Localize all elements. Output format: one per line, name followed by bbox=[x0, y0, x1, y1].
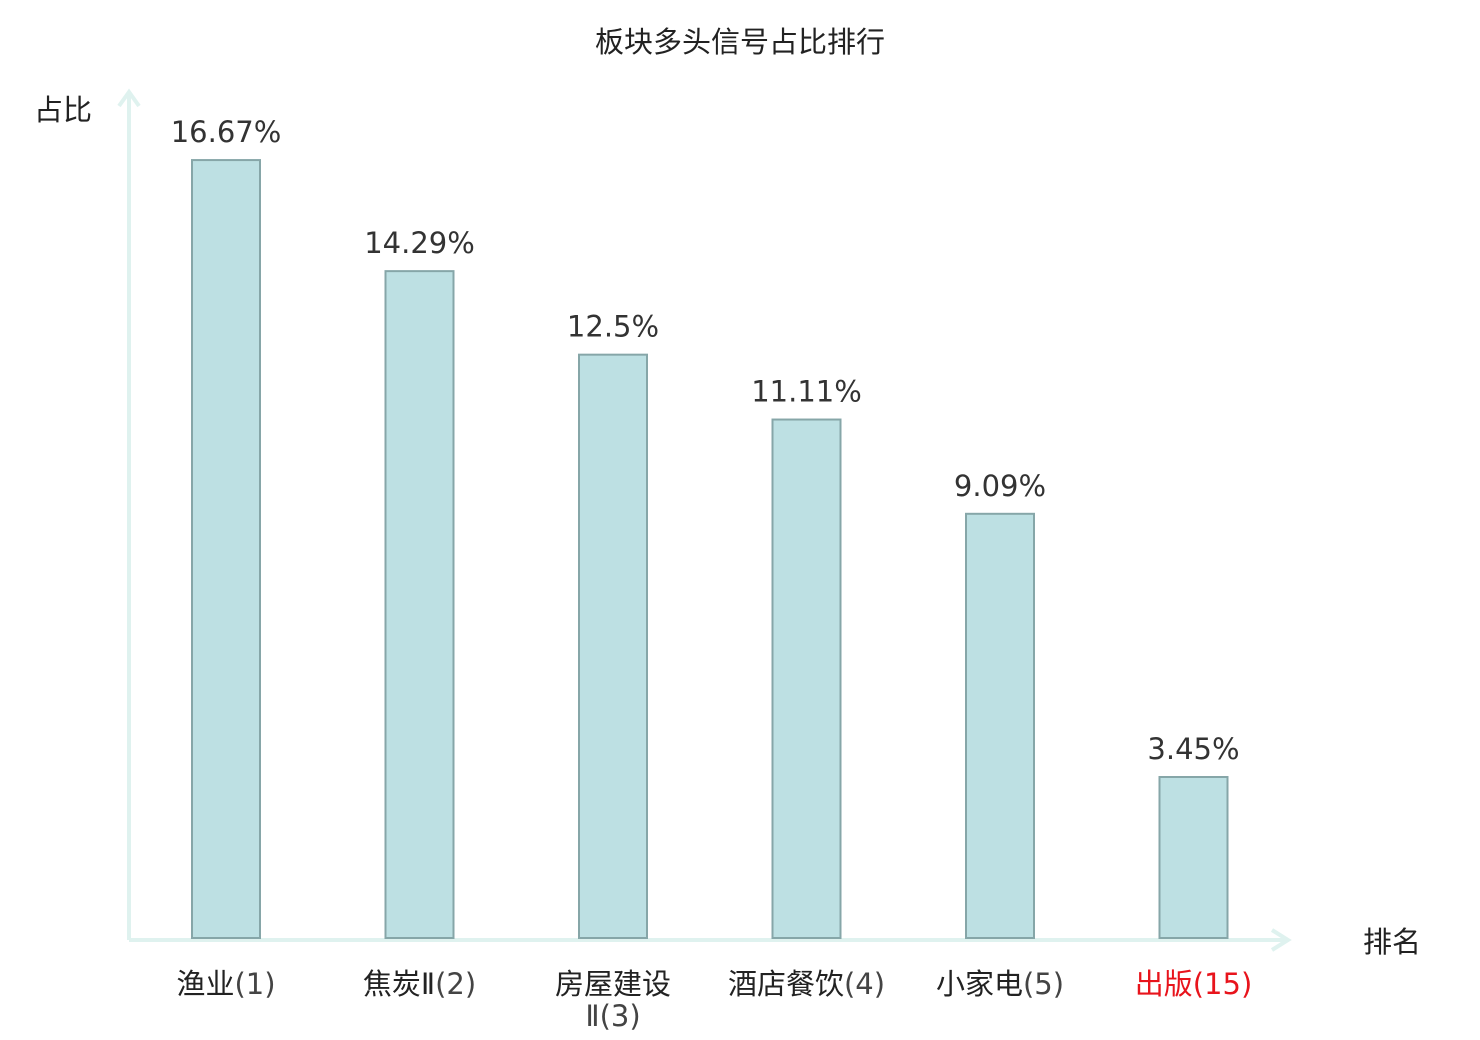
bars-group bbox=[191, 159, 1229, 940]
category-rank-6: (15) bbox=[1193, 967, 1253, 1001]
value-label-2: 14.29% bbox=[364, 226, 475, 260]
category-label-4: 酒店餐饮(4) bbox=[728, 967, 885, 1001]
bar-1 bbox=[191, 159, 261, 940]
category-rank-2: (2) bbox=[435, 967, 476, 1001]
category-rank-1: (1) bbox=[234, 967, 275, 1001]
category-label-2: 焦炭Ⅱ(2) bbox=[363, 967, 476, 1001]
bar-3 bbox=[578, 353, 648, 939]
category-label-5: 小家电(5) bbox=[936, 967, 1064, 1001]
category-name-1: 渔业 bbox=[176, 967, 234, 1001]
category-name-4: 酒店餐饮 bbox=[728, 967, 844, 1001]
category-name-3: 房屋建设 bbox=[555, 967, 671, 1001]
category-name-6: 出版 bbox=[1135, 967, 1193, 1001]
value-label-5: 9.09% bbox=[954, 469, 1046, 503]
category-label-3: 房屋建设 Ⅱ(3) bbox=[555, 967, 671, 1033]
bar-5 bbox=[965, 512, 1035, 939]
y-axis-arrow bbox=[117, 88, 141, 108]
x-axis-arrow bbox=[1270, 928, 1292, 952]
bar-6 bbox=[1158, 776, 1229, 939]
category-rank-3: Ⅱ(3) bbox=[585, 999, 640, 1033]
value-label-6: 3.45% bbox=[1147, 732, 1239, 766]
value-label-3: 12.5% bbox=[567, 310, 659, 344]
value-label-1: 16.67% bbox=[171, 115, 282, 149]
category-labels-group: 渔业(1) 焦炭Ⅱ(2) 房屋建设 Ⅱ(3) 酒店餐饮(4) 小家电(5) 出版(15) bbox=[176, 967, 1252, 1033]
chart-title: 板块多头信号占比排行 bbox=[595, 25, 885, 59]
value-label-4: 11.11% bbox=[751, 375, 862, 409]
category-name-2: 焦炭Ⅱ bbox=[363, 967, 435, 1001]
category-label-1: 渔业(1) bbox=[176, 967, 275, 1001]
x-axis-label: 排名 bbox=[1363, 925, 1421, 959]
bar-2 bbox=[384, 270, 455, 939]
y-axis-label: 占比 bbox=[34, 93, 92, 127]
category-label-6: 出版(15) bbox=[1135, 967, 1253, 1001]
bar-4 bbox=[771, 418, 842, 939]
category-rank-4: (4) bbox=[844, 967, 885, 1001]
category-name-5: 小家电 bbox=[936, 967, 1023, 1001]
value-labels-group: 16.67% 14.29% 12.5% 11.11% 9.09% 3.45% bbox=[171, 115, 1240, 766]
category-rank-5: (5) bbox=[1023, 967, 1064, 1001]
